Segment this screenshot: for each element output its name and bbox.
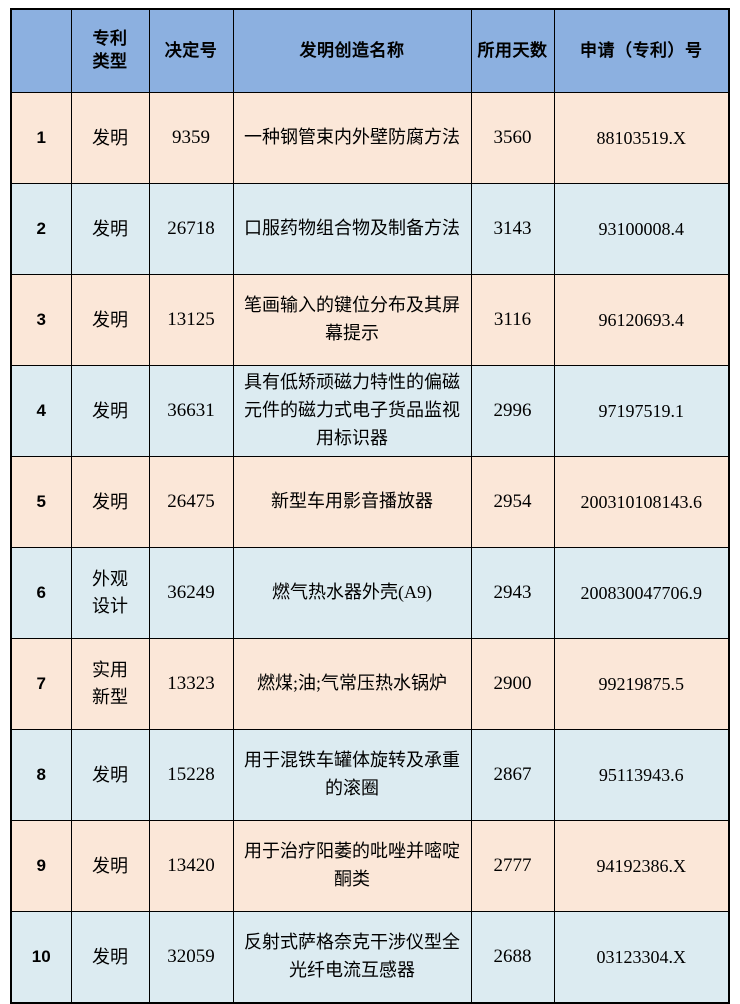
cell-decision-no: 13323 [148, 638, 234, 730]
cell-patent-type-line1: 发明 [92, 218, 128, 239]
cell-application-no: 96120693.4 [553, 274, 730, 366]
cell-days-used: 2996 [470, 365, 555, 457]
cell-days-used: 2867 [470, 729, 555, 821]
patent-table-container: 专利 类型 决定号 发明创造名称 所用天数 申请（专利）号 1 发明 9359 一种钢… [10, 8, 730, 1004]
cell-days-used: 3560 [470, 92, 555, 184]
row-index: 8 [10, 729, 72, 821]
row-index: 6 [10, 547, 72, 639]
cell-patent-type: 实用 新型 [70, 638, 150, 730]
column-header-application-no: 申请（专利）号 [553, 8, 730, 93]
cell-decision-no: 13420 [148, 820, 234, 912]
cell-patent-type-line1: 发明 [92, 946, 128, 967]
cell-patent-type-line1: 发明 [92, 855, 128, 876]
table-body: 1 发明 9359 一种钢管束内外壁防腐方法 3560 88103519.X 2 发明 2671… [10, 92, 730, 1004]
row-index: 4 [10, 365, 72, 457]
cell-patent-type-line1: 发明 [92, 491, 128, 512]
cell-patent-type: 发明 [70, 456, 150, 548]
table-row: 8 发明 15228 用于混铁车罐体旋转及承重的滚圈 2867 95113943.6 [10, 729, 730, 821]
cell-application-no: 97197519.1 [553, 365, 730, 457]
column-header-invention-name: 发明创造名称 [232, 8, 472, 93]
row-index: 1 [10, 92, 72, 184]
cell-patent-type: 发明 [70, 820, 150, 912]
cell-application-no: 200310108143.6 [553, 456, 730, 548]
cell-invention-name: 新型车用影音播放器 [232, 456, 472, 548]
table-row: 10 发明 32059 反射式萨格奈克干涉仪型全光纤电流互感器 2688 03123304… [10, 911, 730, 1004]
cell-days-used: 3116 [470, 274, 555, 366]
cell-application-no: 94192386.X [553, 820, 730, 912]
cell-decision-no: 26718 [148, 183, 234, 275]
cell-days-used: 2777 [470, 820, 555, 912]
cell-days-used: 2688 [470, 911, 555, 1004]
table-header: 专利 类型 决定号 发明创造名称 所用天数 申请（专利）号 [10, 8, 730, 93]
cell-application-no: 93100008.4 [553, 183, 730, 275]
column-header-index [10, 8, 72, 93]
row-index: 3 [10, 274, 72, 366]
table-row: 2 发明 26718 口服药物组合物及制备方法 3143 93100008.4 [10, 183, 730, 275]
cell-days-used: 2943 [470, 547, 555, 639]
cell-patent-type: 发明 [70, 365, 150, 457]
column-header-decision-no: 决定号 [148, 8, 234, 93]
column-header-days-used: 所用天数 [470, 8, 555, 93]
cell-patent-type: 外观 设计 [70, 547, 150, 639]
cell-patent-type: 发明 [70, 92, 150, 184]
table-row: 6 外观 设计 36249 燃气热水器外壳(A9) 2943 200830047706.9 [10, 547, 730, 639]
cell-decision-no: 32059 [148, 911, 234, 1004]
cell-patent-type-line1: 外观 [92, 569, 128, 589]
table-row: 4 发明 36631 具有低矫顽磁力特性的偏磁元件的磁力式电子货品监视用标识器 2996… [10, 365, 730, 457]
cell-invention-name: 燃气热水器外壳(A9) [232, 547, 472, 639]
cell-invention-name: 具有低矫顽磁力特性的偏磁元件的磁力式电子货品监视用标识器 [232, 365, 472, 457]
cell-patent-type-line1: 发明 [92, 764, 128, 785]
cell-invention-name: 反射式萨格奈克干涉仪型全光纤电流互感器 [232, 911, 472, 1004]
cell-application-no: 95113943.6 [553, 729, 730, 821]
column-header-patent-type-line1: 专利 [92, 29, 128, 49]
cell-invention-name: 笔画输入的键位分布及其屏幕提示 [232, 274, 472, 366]
cell-invention-name: 燃煤;油;气常压热水锅炉 [232, 638, 472, 730]
cell-patent-type: 发明 [70, 911, 150, 1004]
patent-decisions-table: 专利 类型 决定号 发明创造名称 所用天数 申请（专利）号 1 发明 9359 一种钢… [10, 8, 730, 1004]
cell-decision-no: 15228 [148, 729, 234, 821]
cell-patent-type: 发明 [70, 183, 150, 275]
cell-patent-type-line1: 发明 [92, 400, 128, 421]
table-row: 5 发明 26475 新型车用影音播放器 2954 200310108143.6 [10, 456, 730, 548]
row-index: 10 [10, 911, 72, 1004]
cell-invention-name: 用于混铁车罐体旋转及承重的滚圈 [232, 729, 472, 821]
cell-patent-type: 发明 [70, 729, 150, 821]
cell-patent-type-line1: 发明 [92, 309, 128, 330]
cell-days-used: 2954 [470, 456, 555, 548]
cell-patent-type-line2: 设计 [92, 596, 128, 616]
table-row: 1 发明 9359 一种钢管束内外壁防腐方法 3560 88103519.X [10, 92, 730, 184]
cell-decision-no: 13125 [148, 274, 234, 366]
cell-decision-no: 26475 [148, 456, 234, 548]
cell-invention-name: 用于治疗阳萎的吡唑并嘧啶酮类 [232, 820, 472, 912]
cell-patent-type-line2: 新型 [92, 687, 128, 707]
table-row: 9 发明 13420 用于治疗阳萎的吡唑并嘧啶酮类 2777 94192386.X [10, 820, 730, 912]
cell-decision-no: 36249 [148, 547, 234, 639]
header-row: 专利 类型 决定号 发明创造名称 所用天数 申请（专利）号 [10, 8, 730, 93]
cell-days-used: 2900 [470, 638, 555, 730]
cell-patent-type-line1: 实用 [92, 660, 128, 680]
table-row: 3 发明 13125 笔画输入的键位分布及其屏幕提示 3116 96120693.4 [10, 274, 730, 366]
row-index: 2 [10, 183, 72, 275]
cell-application-no: 99219875.5 [553, 638, 730, 730]
row-index: 7 [10, 638, 72, 730]
cell-days-used: 3143 [470, 183, 555, 275]
cell-application-no: 88103519.X [553, 92, 730, 184]
column-header-patent-type-line2: 类型 [92, 52, 128, 71]
cell-patent-type-line1: 发明 [92, 127, 128, 148]
row-index: 9 [10, 820, 72, 912]
cell-decision-no: 36631 [148, 365, 234, 457]
cell-application-no: 03123304.X [553, 911, 730, 1004]
cell-decision-no: 9359 [148, 92, 234, 184]
column-header-patent-type: 专利 类型 [70, 8, 150, 93]
row-index: 5 [10, 456, 72, 548]
table-row: 7 实用 新型 13323 燃煤;油;气常压热水锅炉 2900 99219875.5 [10, 638, 730, 730]
cell-patent-type: 发明 [70, 274, 150, 366]
cell-invention-name: 一种钢管束内外壁防腐方法 [232, 92, 472, 184]
cell-invention-name: 口服药物组合物及制备方法 [232, 183, 472, 275]
cell-application-no: 200830047706.9 [553, 547, 730, 639]
